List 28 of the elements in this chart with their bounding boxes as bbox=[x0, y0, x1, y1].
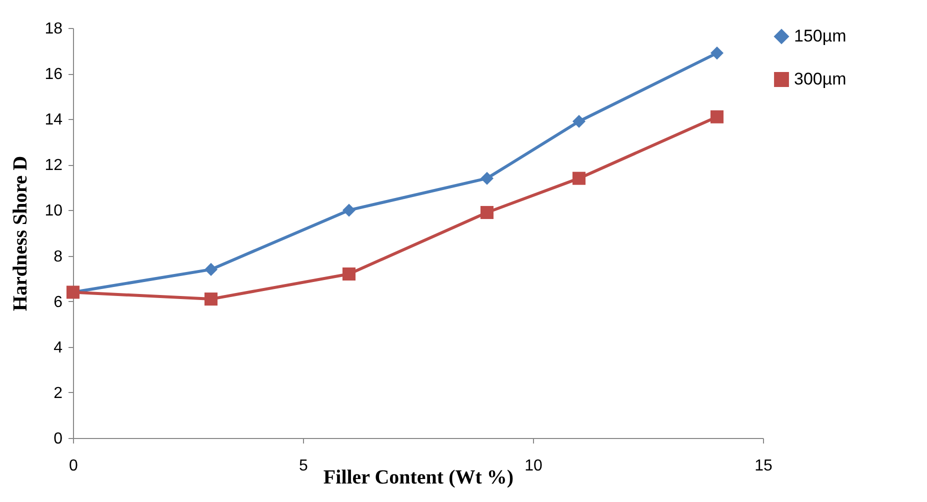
point bbox=[342, 267, 356, 281]
point bbox=[710, 110, 724, 124]
y-tick-label: 14 bbox=[44, 112, 63, 129]
x-tick-label: 5 bbox=[299, 458, 308, 474]
y-tick-label: 2 bbox=[54, 384, 63, 402]
x-tick-label: 0 bbox=[69, 458, 78, 474]
y-axis-title: Hardness Shore D bbox=[10, 156, 32, 312]
y-tick-label: 10 bbox=[44, 202, 63, 220]
y-tick-label: 12 bbox=[44, 157, 63, 174]
point bbox=[572, 114, 586, 128]
point bbox=[342, 204, 356, 217]
legend-label: 300µm bbox=[794, 70, 846, 88]
point bbox=[710, 46, 724, 60]
point bbox=[204, 262, 218, 276]
y-tick-label: 0 bbox=[54, 430, 63, 448]
y-tick-label: 16 bbox=[44, 66, 63, 84]
x-axis-title: Filler Content (Wt %) bbox=[323, 466, 514, 488]
y-tick-label: 8 bbox=[54, 248, 63, 266]
y-tick-label: 18 bbox=[44, 20, 63, 38]
y-tick-label: 4 bbox=[54, 339, 63, 356]
point bbox=[572, 172, 586, 185]
legend-label: 150µm bbox=[794, 26, 846, 46]
point bbox=[480, 206, 494, 220]
point bbox=[480, 172, 494, 185]
x-tick-label: 10 bbox=[524, 458, 542, 474]
x-tick-label: 15 bbox=[754, 458, 772, 474]
point bbox=[204, 292, 218, 306]
y-tick-label: 6 bbox=[54, 294, 63, 311]
